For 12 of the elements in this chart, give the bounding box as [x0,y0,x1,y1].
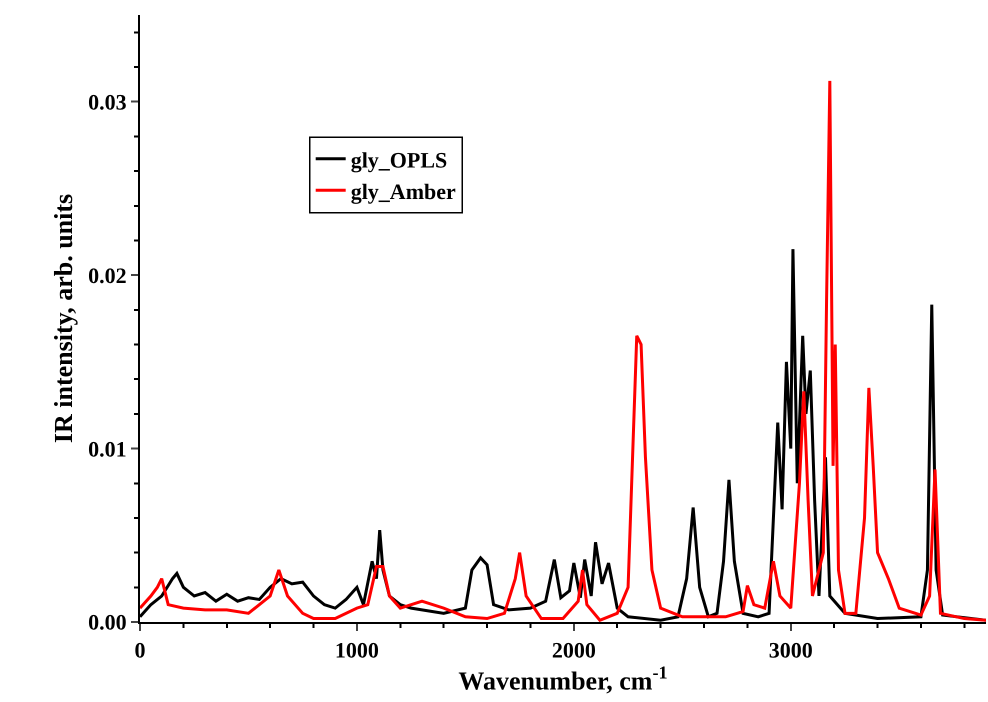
y-tick-label: 0.01 [88,436,127,462]
y-tick-label: 0.02 [88,262,127,288]
x-axis-title: Wavenumber, cm$^{-1}$ [458,662,668,696]
x-tick-label: 2000 [552,637,596,662]
y-axis-title: IR intensity, arb. units [49,194,78,444]
legend-label: gly_OPLS [350,147,448,172]
x-tick-label: 1000 [334,637,379,662]
y-tick-label: 0.00 [88,610,127,635]
x-tick-label: 0 [134,637,146,662]
y-tick-label: 0.03 [88,89,127,114]
x-tick-label: 3000 [768,637,813,662]
legend-label: gly_Amber [350,178,456,204]
